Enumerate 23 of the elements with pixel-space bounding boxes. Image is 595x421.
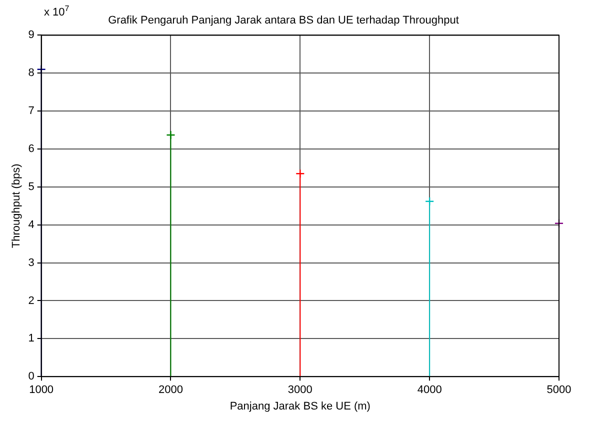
- y-tick-label: 3: [28, 256, 34, 269]
- point: [296, 169, 305, 178]
- x-tick-label: 5000: [546, 384, 572, 396]
- x-tick-label: 2000: [158, 384, 183, 396]
- y-tick-label: 5: [28, 180, 34, 193]
- y-tick-label: 7: [28, 105, 34, 118]
- x-tick-label: 1000: [29, 384, 54, 396]
- y-tick-label: 9: [28, 29, 34, 42]
- y-tick-label: 8: [28, 67, 34, 80]
- x-tick-label: 4000: [417, 384, 442, 396]
- text: x 10$^{7}$: [44, 4, 70, 19]
- x-tick-label: 3000: [288, 384, 312, 396]
- chart-title: Grafik Pengaruh Panjang Jarak antara BS dan UE terhadap Throughput: [108, 14, 459, 27]
- y-tick-label: 1: [28, 332, 34, 345]
- y-tick-label: 0: [28, 370, 34, 383]
- x-axis-title: Panjang Jarak BS ke UE (m): [230, 400, 370, 412]
- point: [424, 196, 434, 206]
- y-tick-label: 6: [28, 143, 34, 156]
- point: [166, 130, 176, 140]
- point: [36, 64, 46, 74]
- y-axis-title: Throughput (bps): [10, 164, 23, 248]
- y-tick-label: 4: [28, 218, 34, 231]
- y-tick-label: 2: [28, 294, 34, 307]
